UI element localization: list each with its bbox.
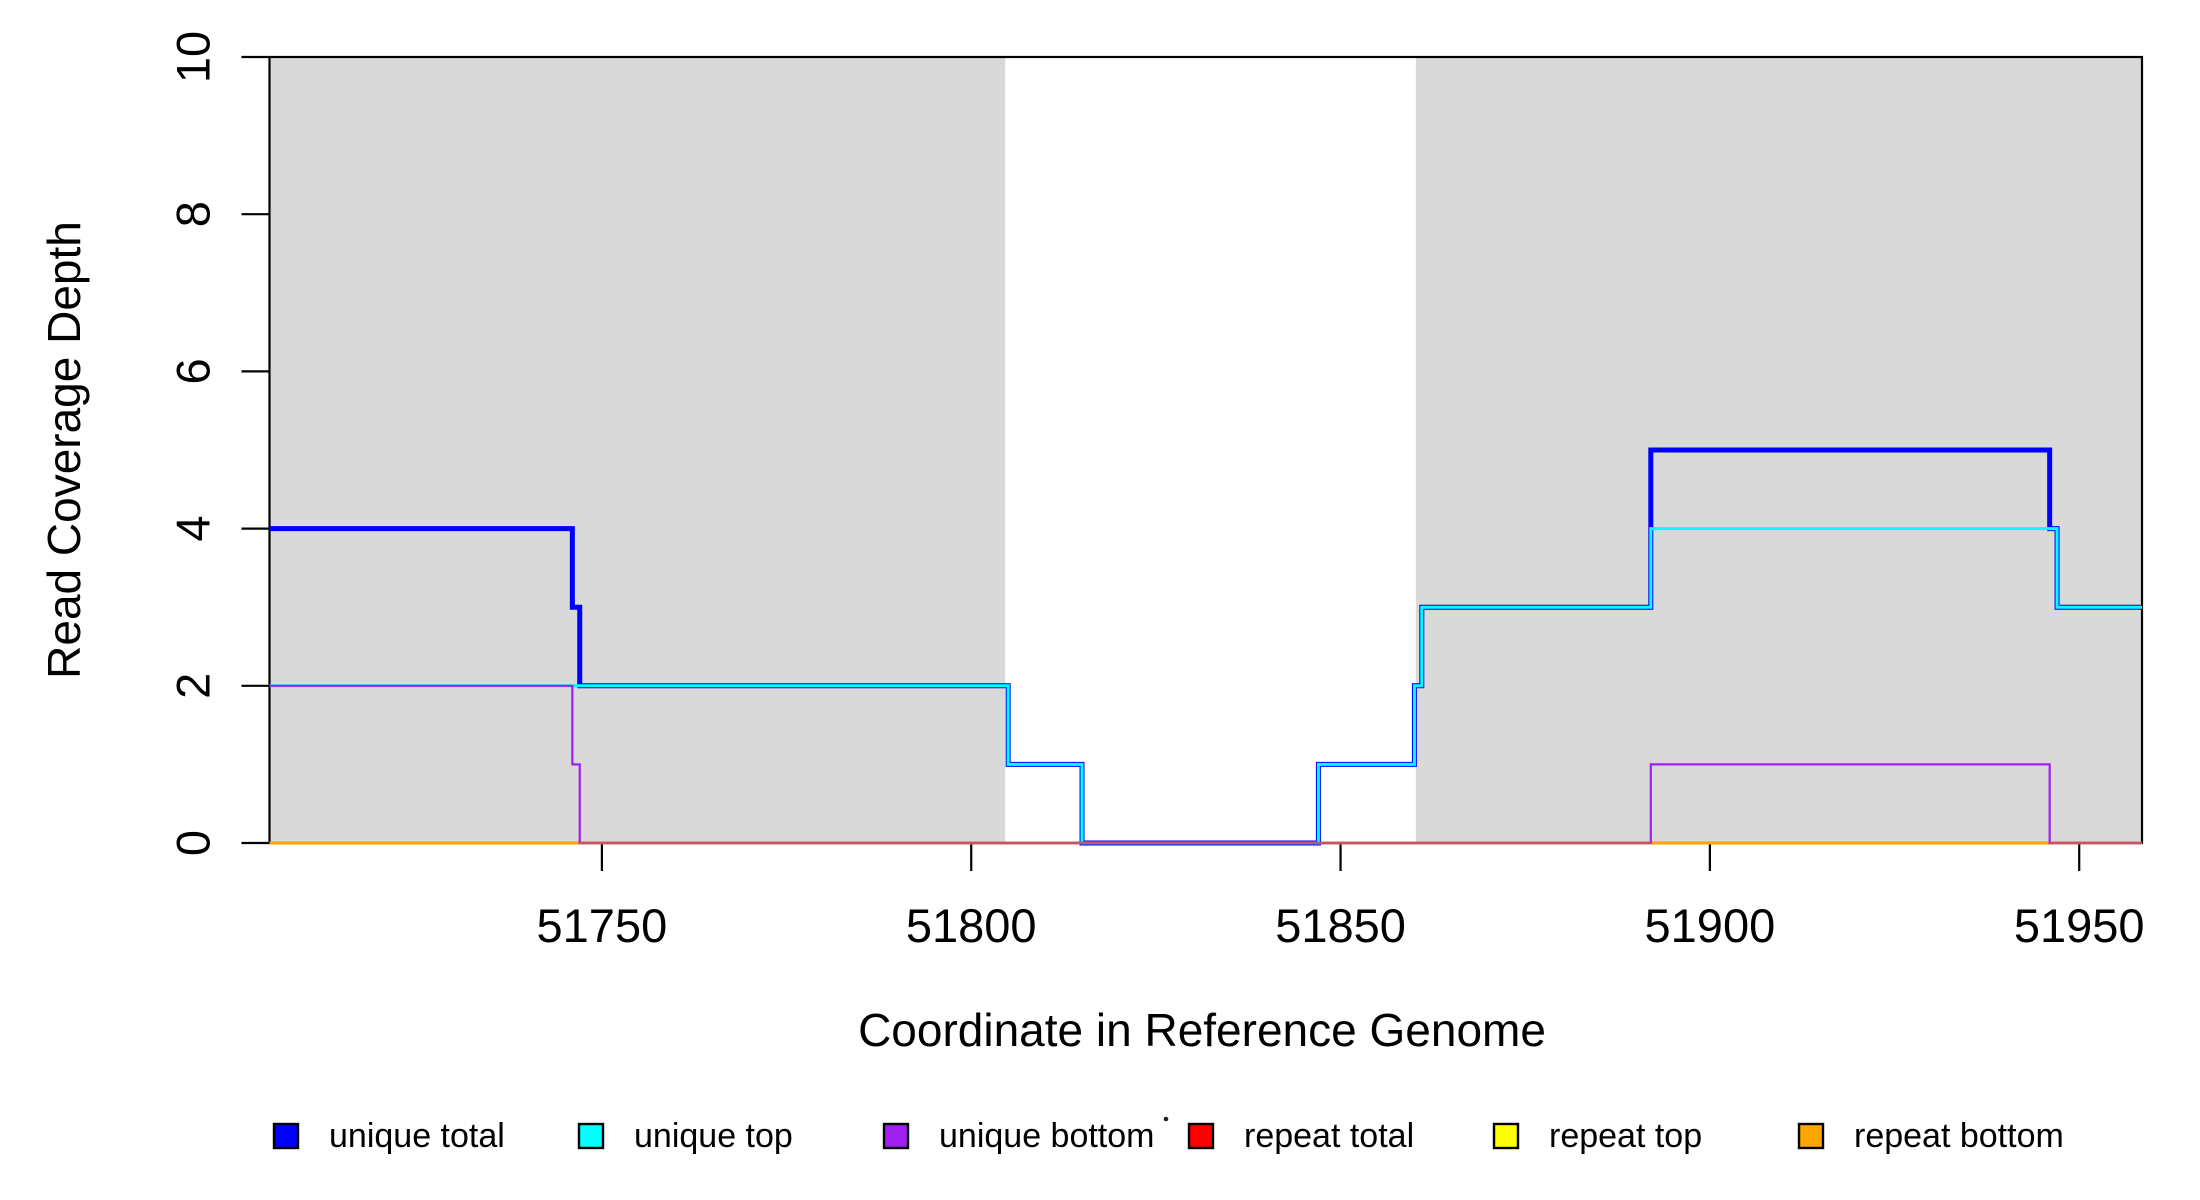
legend-item-repeat-top: repeat top bbox=[1492, 1117, 1702, 1155]
y-tick-label: 10 bbox=[167, 31, 220, 83]
legend-item-unique-bottom: unique bottom bbox=[882, 1117, 1155, 1155]
legend-swatch-unique-top bbox=[577, 1122, 605, 1150]
x-tick-label: 51850 bbox=[1275, 899, 1406, 952]
y-tick-label: 8 bbox=[167, 201, 220, 227]
y-tick-label: 6 bbox=[167, 358, 220, 384]
legend-swatch-repeat-bottom bbox=[1797, 1122, 1825, 1150]
legend-item-repeat-bottom: repeat bottom bbox=[1797, 1117, 2064, 1155]
x-tick-label: 51750 bbox=[537, 899, 668, 952]
y-tick-label: 2 bbox=[167, 673, 220, 699]
x-tick-label: 51900 bbox=[1645, 899, 1776, 952]
series-line-unique-top bbox=[269, 527, 2142, 845]
legend-swatch-unique-bottom bbox=[882, 1122, 910, 1150]
legend-item-unique-top: unique top bbox=[577, 1117, 793, 1155]
y-tick-label: 4 bbox=[167, 516, 220, 542]
y-axis-title: Read Coverage Depth bbox=[38, 221, 90, 679]
legend-swatch-unique-total bbox=[272, 1122, 300, 1150]
legend-swatch-repeat-total bbox=[1187, 1122, 1215, 1150]
chart-dynamic: 51750 51800 51850 51900 51950 0 2 4 6 8 10 unique t… bbox=[167, 31, 2145, 1155]
legend-label-unique-bottom: unique bottom bbox=[939, 1117, 1155, 1155]
x-axis-title: Coordinate in Reference Genome bbox=[858, 1004, 1546, 1056]
legend-label-repeat-top: repeat top bbox=[1549, 1117, 1702, 1155]
legend-label-unique-total: unique total bbox=[329, 1117, 505, 1155]
legend-label-unique-top: unique top bbox=[634, 1117, 793, 1155]
x-tick-label: 51950 bbox=[2014, 899, 2145, 952]
legend-label-repeat-bottom: repeat bottom bbox=[1854, 1117, 2064, 1155]
shaded-region bbox=[269, 57, 1006, 843]
legend-swatch-repeat-top bbox=[1492, 1122, 1520, 1150]
legend-label-repeat-total: repeat total bbox=[1244, 1117, 1414, 1155]
x-tick-label: 51800 bbox=[906, 899, 1037, 952]
legend-item-unique-total: unique total bbox=[272, 1117, 505, 1155]
legend-stray-dot bbox=[1163, 1116, 1169, 1122]
y-tick-label: 0 bbox=[167, 830, 220, 856]
legend-item-repeat-total: repeat total bbox=[1187, 1117, 1414, 1155]
